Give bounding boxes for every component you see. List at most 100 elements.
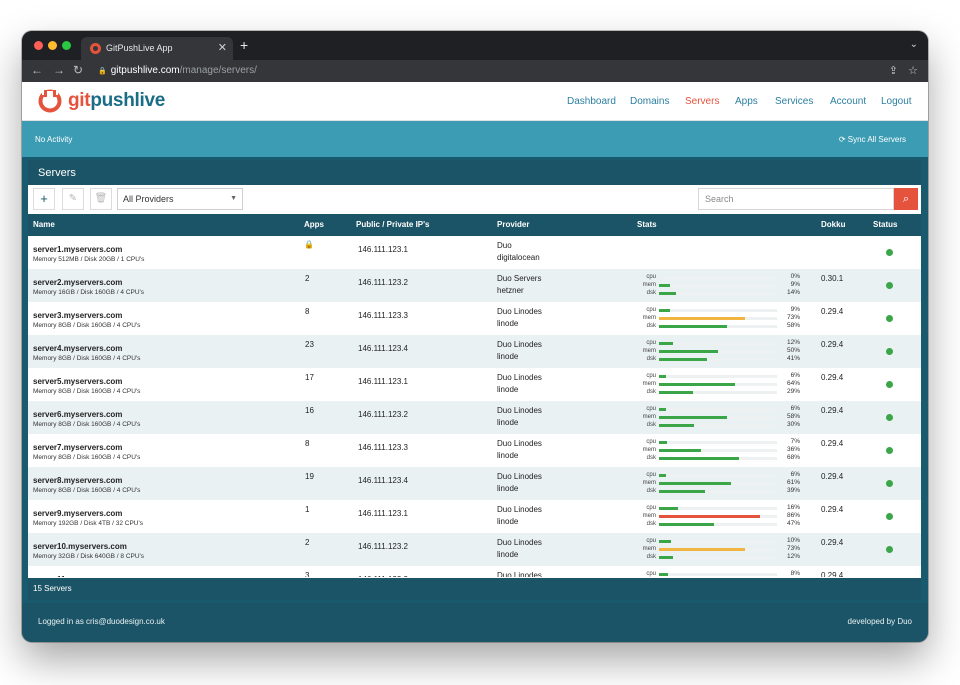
stat-fill-cpu: [659, 507, 678, 510]
close-window-dot[interactable]: [34, 41, 43, 50]
stat-value-dsk: 47%: [786, 520, 800, 527]
star-icon[interactable]: ☆: [908, 65, 918, 77]
col-provider[interactable]: Provider: [497, 220, 530, 229]
maximize-window-dot[interactable]: [62, 41, 71, 50]
col-dokku[interactable]: Dokku: [821, 220, 846, 229]
app-count: 8: [305, 307, 310, 316]
stat-value-cpu: 10%: [786, 537, 800, 544]
stat-bar-cpu: [659, 507, 777, 510]
stat-label-cpu: cpu: [646, 274, 656, 280]
stat-bar-mem: [659, 317, 777, 320]
server-name[interactable]: server5.myservers.com: [33, 377, 123, 386]
table-row[interactable]: server2.myservers.com Memory 16GB / Disk …: [28, 269, 921, 302]
dokku-version: 0.29.4: [821, 538, 844, 547]
provider-select[interactable]: All Providers ▼: [117, 188, 243, 210]
logo-wordmark[interactable]: gitpushlive: [68, 90, 165, 112]
provider-host: linode: [497, 385, 519, 394]
table-row[interactable]: server11.myservers.com 3 146.111.123.3 Duo …: [28, 566, 921, 577]
server-name[interactable]: server1.myservers.com: [33, 245, 123, 254]
close-tab-icon[interactable]: ✕: [217, 42, 227, 54]
server-name[interactable]: server2.myservers.com: [33, 278, 123, 287]
col-name[interactable]: Name: [33, 220, 55, 229]
table-row[interactable]: server10.myservers.com Memory 32GB / Disk…: [28, 533, 921, 566]
edit-button[interactable]: ✎: [62, 188, 84, 210]
servers-table-body: server1.myservers.com Memory 512MB / Disk…: [28, 236, 921, 577]
stat-fill-mem: [659, 449, 701, 452]
browser-tab[interactable]: GitPushLive App ✕: [81, 37, 233, 60]
stat-value-dsk: 39%: [786, 487, 800, 494]
search-input[interactable]: [698, 188, 894, 210]
status-dot: [886, 414, 893, 421]
server-name[interactable]: server7.myservers.com: [33, 443, 123, 452]
table-row[interactable]: server6.myservers.com Memory 8GB / Disk 1…: [28, 401, 921, 434]
col-ip[interactable]: Public / Private IP's: [356, 220, 430, 229]
nav-account[interactable]: Account: [830, 96, 867, 107]
server-name[interactable]: server8.myservers.com: [33, 476, 123, 485]
stat-bar-dsk: [659, 424, 777, 427]
nav-logout[interactable]: Logout: [881, 96, 912, 107]
logo-git: git: [68, 90, 91, 111]
server-name[interactable]: server4.myservers.com: [33, 344, 123, 353]
nav-apps[interactable]: Apps: [735, 96, 758, 107]
back-icon[interactable]: ←: [31, 63, 43, 77]
nav-servers[interactable]: Servers: [685, 96, 720, 107]
stat-value-mem: 73%: [786, 314, 800, 321]
table-row[interactable]: server9.myservers.com Memory 192GB / Disk…: [28, 500, 921, 533]
server-specs: Memory 32GB / Disk 640GB / 8 CPU's: [33, 553, 145, 560]
col-apps[interactable]: Apps: [304, 220, 324, 229]
table-row[interactable]: server7.myservers.com Memory 8GB / Disk 1…: [28, 434, 921, 467]
server-name[interactable]: server10.myservers.com: [33, 542, 127, 551]
tab-title: GitPushLive App: [106, 43, 173, 53]
provider-name: Duo Linodes: [497, 439, 542, 448]
provider-name: Duo Linodes: [497, 505, 542, 514]
col-status[interactable]: Status: [873, 220, 898, 229]
table-row[interactable]: server3.myservers.com Memory 8GB / Disk 1…: [28, 302, 921, 335]
delete-button[interactable]: 🗑: [90, 188, 112, 210]
forward-icon[interactable]: →: [53, 63, 65, 77]
share-icon[interactable]: ⇪: [888, 65, 898, 77]
col-stats[interactable]: Stats: [637, 220, 657, 229]
app-header: gitpushlive Dashboard Domains Servers Ap…: [22, 82, 928, 121]
stat-bar-cpu: [659, 342, 777, 345]
stat-fill-dsk: [659, 457, 739, 460]
server-name[interactable]: server3.myservers.com: [33, 311, 123, 320]
app-count: 16: [305, 406, 314, 415]
search-button[interactable]: ⌕: [894, 188, 918, 210]
server-name[interactable]: server9.myservers.com: [33, 509, 123, 518]
nav-domains[interactable]: Domains: [630, 96, 670, 107]
nav-dashboard[interactable]: Dashboard: [567, 96, 616, 107]
nav-services[interactable]: Services: [775, 96, 814, 107]
minimize-window-dot[interactable]: [48, 41, 57, 50]
stat-label-cpu: cpu: [646, 340, 656, 346]
provider-name: Duo Linodes: [497, 538, 542, 547]
stat-fill-cpu: [659, 441, 667, 444]
table-row[interactable]: server8.myservers.com Memory 8GB / Disk 1…: [28, 467, 921, 500]
server-ip: 146.111.123.4: [358, 476, 408, 485]
server-name[interactable]: server6.myservers.com: [33, 410, 123, 419]
table-row[interactable]: server4.myservers.com Memory 8GB / Disk 1…: [28, 335, 921, 368]
table-row[interactable]: server5.myservers.com Memory 8GB / Disk 1…: [28, 368, 921, 401]
url-field[interactable]: 🔒 gitpushlive.com/manage/servers/: [98, 65, 257, 76]
status-dot: [886, 282, 893, 289]
stat-bar-dsk: [659, 325, 777, 328]
app-count: 2: [305, 538, 310, 547]
table-row[interactable]: server1.myservers.com Memory 512MB / Disk…: [28, 236, 921, 269]
sync-all-button[interactable]: ⟳ Sync All Servers: [839, 135, 906, 144]
stat-label-dsk: dsk: [646, 323, 656, 329]
stat-label-mem: mem: [642, 315, 656, 321]
stat-value-dsk: 12%: [786, 553, 800, 560]
stat-fill-dsk: [659, 292, 676, 295]
stat-value-dsk: 68%: [786, 454, 800, 461]
stat-fill-mem: [659, 416, 727, 419]
stat-value-dsk: 29%: [786, 388, 800, 395]
add-server-button[interactable]: +: [33, 188, 55, 210]
developer-credit[interactable]: developed by Duo: [847, 617, 913, 626]
server-ip: 146.111.123.1: [358, 509, 408, 518]
new-tab-icon[interactable]: +: [240, 37, 249, 53]
stat-label-cpu: cpu: [646, 505, 656, 511]
server-name[interactable]: server11.myservers.com: [33, 575, 126, 577]
chevron-down-icon[interactable]: ⌄: [909, 39, 918, 50]
stat-bar-mem: [659, 515, 777, 518]
provider-name: Duo Linodes: [497, 373, 542, 382]
reload-icon[interactable]: ↻: [73, 63, 84, 77]
